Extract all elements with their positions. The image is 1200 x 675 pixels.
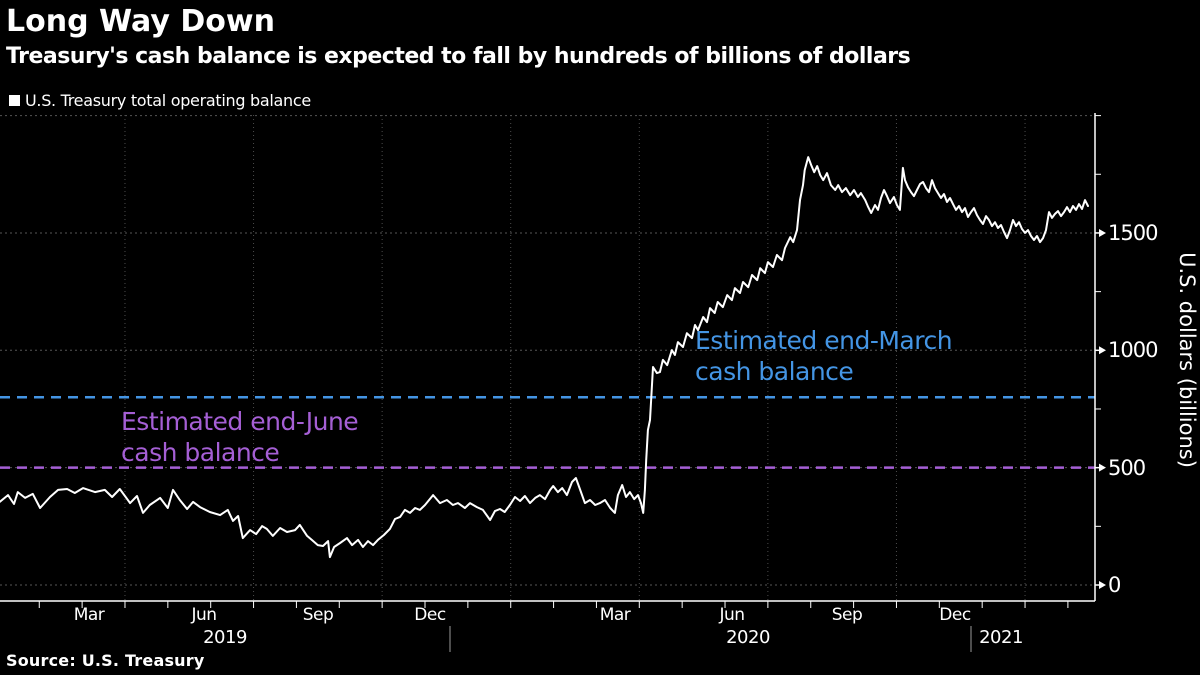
legend: U.S. Treasury total operating balance	[9, 91, 311, 110]
x-month-label: Sep	[831, 605, 863, 625]
chart-title: Long Way Down	[6, 4, 275, 39]
annotation-line: Estimated end-June	[121, 407, 359, 436]
annotation-end-march: Estimated end-March cash balance	[695, 325, 953, 387]
x-month-label: Mar	[73, 605, 105, 625]
annotation-end-june: Estimated end-June cash balance	[121, 406, 359, 468]
x-month-label: Dec	[939, 605, 971, 625]
y-tick-arrow-icon	[1099, 581, 1106, 589]
x-year-label: 2019	[203, 627, 247, 648]
series-line	[0, 156, 1089, 559]
x-month-label: Jun	[191, 605, 217, 625]
y-tick-label: 0	[1108, 573, 1121, 597]
x-year-label: 2020	[726, 627, 770, 648]
x-month-label: Mar	[599, 605, 631, 625]
annotation-line: Estimated end-March	[695, 326, 953, 355]
y-tick-arrow-icon	[1099, 228, 1106, 237]
y-tick-arrow-icon	[1099, 346, 1106, 355]
annotation-line: cash balance	[121, 438, 280, 467]
y-tick-label: 1500	[1108, 220, 1158, 245]
x-month-label: Sep	[302, 605, 334, 625]
x-month-label: Jun	[719, 605, 745, 625]
source-note: Source: U.S. Treasury	[6, 651, 205, 670]
x-year-label: 2021	[979, 627, 1023, 648]
y-tick-label: 1000	[1108, 338, 1158, 363]
y-axis-title: U.S. dollars (billions)	[1175, 252, 1199, 468]
annotation-line: cash balance	[695, 357, 854, 386]
y-tick-label: 500	[1108, 455, 1146, 480]
legend-label: U.S. Treasury total operating balance	[25, 91, 311, 110]
legend-swatch-icon	[9, 95, 20, 106]
x-month-label: Dec	[414, 605, 446, 625]
y-tick-arrow-icon	[1099, 463, 1106, 472]
chart-subtitle: Treasury's cash balance is expected to f…	[6, 44, 911, 69]
